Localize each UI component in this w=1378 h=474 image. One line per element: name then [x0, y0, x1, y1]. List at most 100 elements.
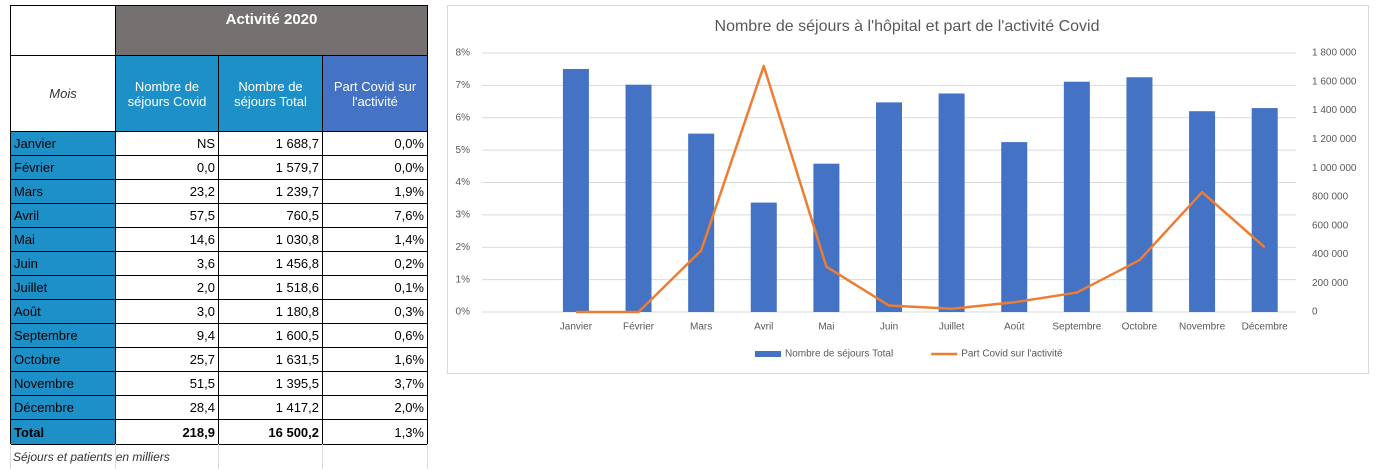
x-tick-label: Septembre — [1052, 322, 1101, 333]
y2-tick-label: 200 000 — [1312, 278, 1349, 289]
table-cell: Novembre — [10, 371, 116, 396]
x-tick-label: Décembre — [1242, 322, 1289, 333]
y-tick-label: 0% — [456, 307, 471, 318]
chart-title: Nombre de séjours à l'hôpital et part de… — [715, 18, 1100, 35]
y2-tick-label: 1 400 000 — [1312, 105, 1357, 116]
y-tick-label: 8% — [456, 48, 471, 59]
y2-tick-label: 1 600 000 — [1312, 76, 1357, 87]
y2-tick-label: 1 800 000 — [1312, 48, 1357, 59]
bar — [750, 202, 777, 312]
y2-tick-label: 600 000 — [1312, 220, 1349, 231]
legend-label: Part Covid sur l'activité — [961, 349, 1063, 360]
y2-tick-label: 1 200 000 — [1312, 134, 1357, 145]
table-cell: 57,5 — [115, 203, 219, 228]
x-tick-label: Mars — [690, 322, 712, 333]
table-cell: 0,2% — [322, 251, 428, 276]
table-cell: Septembre — [10, 323, 116, 348]
x-tick-label: Août — [1004, 322, 1025, 333]
column-header: Mois — [10, 55, 116, 132]
table-cell: 0,0% — [322, 131, 428, 156]
y-tick-label: 5% — [456, 145, 471, 156]
table-cell: 1 030,8 — [218, 227, 323, 252]
table-cell: Juillet — [10, 275, 116, 300]
table-cell: 7,6% — [322, 203, 428, 228]
table-cell: 2,0 — [115, 275, 219, 300]
bar — [938, 93, 965, 313]
legend-swatch — [755, 351, 781, 357]
x-tick-label: Mai — [818, 322, 834, 333]
table-cell: 1 518,6 — [218, 275, 323, 300]
y2-tick-label: 0 — [1312, 307, 1318, 318]
table-cell: 1 456,8 — [218, 251, 323, 276]
table-cell: 1 180,8 — [218, 299, 323, 324]
table-cell: 9,4 — [115, 323, 219, 348]
table-cell: 3,0 — [115, 299, 219, 324]
y2-tick-label: 1 000 000 — [1312, 163, 1357, 174]
line — [575, 64, 1266, 314]
table-cell: 1,9% — [322, 179, 428, 204]
table-title: Activité 2020 — [115, 5, 428, 56]
total-cell: 218,9 — [115, 419, 219, 445]
total-cell: Total — [10, 419, 116, 445]
legend-label: Nombre de séjours Total — [785, 349, 893, 360]
table-cell: 2,0% — [322, 395, 428, 420]
total-cell: 16 500,2 — [218, 419, 323, 445]
table-cell: NS — [115, 131, 219, 156]
table-cell: 1 417,2 — [218, 395, 323, 420]
table-cell: 51,5 — [115, 371, 219, 396]
table-cell: Août — [10, 299, 116, 324]
bar — [876, 102, 902, 313]
x-tick-label: Janvier — [560, 322, 593, 333]
y-tick-label: 3% — [456, 210, 471, 221]
y-tick-label: 4% — [456, 177, 471, 188]
table-cell: 1 688,7 — [218, 131, 323, 156]
table-cell: 3,7% — [322, 371, 428, 396]
table-cell: 1 600,5 — [218, 323, 323, 348]
table-cell: Décembre — [10, 395, 116, 420]
x-tick-label: Avril — [754, 322, 773, 333]
table-cell: Mars — [10, 179, 116, 204]
table-cell: 3,6 — [115, 251, 219, 276]
bar — [1001, 142, 1028, 312]
total-cell: 1,3% — [322, 419, 428, 445]
table-cell: 1 631,5 — [218, 347, 323, 372]
note-grid — [322, 444, 428, 469]
column-header: Nombre de séjours Total — [218, 55, 323, 132]
x-tick-label: Novembre — [1179, 322, 1226, 333]
bar — [1189, 111, 1216, 312]
bar — [562, 69, 589, 312]
table-cell: 0,6% — [322, 323, 428, 348]
table-cell: 1,4% — [322, 227, 428, 252]
table-cell: 14,6 — [115, 227, 219, 252]
x-tick-label: Février — [623, 322, 655, 333]
table-cell: 1,6% — [322, 347, 428, 372]
table-cell: 28,4 — [115, 395, 219, 420]
table-cell: 1 239,7 — [218, 179, 323, 204]
table-cell: 1 579,7 — [218, 155, 323, 180]
x-tick-label: Octobre — [1122, 322, 1158, 333]
table-cell: 0,1% — [322, 275, 428, 300]
table-cell: Avril — [10, 203, 116, 228]
table-cell: 0,3% — [322, 299, 428, 324]
column-header: Part Covid sur l'activité — [322, 55, 428, 132]
bar — [1063, 81, 1090, 312]
y-tick-label: 1% — [456, 274, 471, 285]
column-header: Nombre de séjours Covid — [115, 55, 219, 132]
y2-tick-label: 400 000 — [1312, 249, 1349, 260]
table-cell: 1 395,5 — [218, 371, 323, 396]
table-cell: 0,0 — [115, 155, 219, 180]
bar — [625, 84, 652, 312]
table-cell: Juin — [10, 251, 116, 276]
table-cell: 25,7 — [115, 347, 219, 372]
table-cell: 23,2 — [115, 179, 219, 204]
bar — [1126, 77, 1153, 313]
y-tick-label: 7% — [456, 80, 471, 91]
x-tick-label: Juillet — [939, 322, 965, 333]
table-cell: Mai — [10, 227, 116, 252]
y2-tick-label: 800 000 — [1312, 192, 1349, 203]
x-tick-label: Juin — [880, 322, 898, 333]
bar — [1251, 108, 1278, 313]
y-tick-label: 6% — [456, 112, 471, 123]
